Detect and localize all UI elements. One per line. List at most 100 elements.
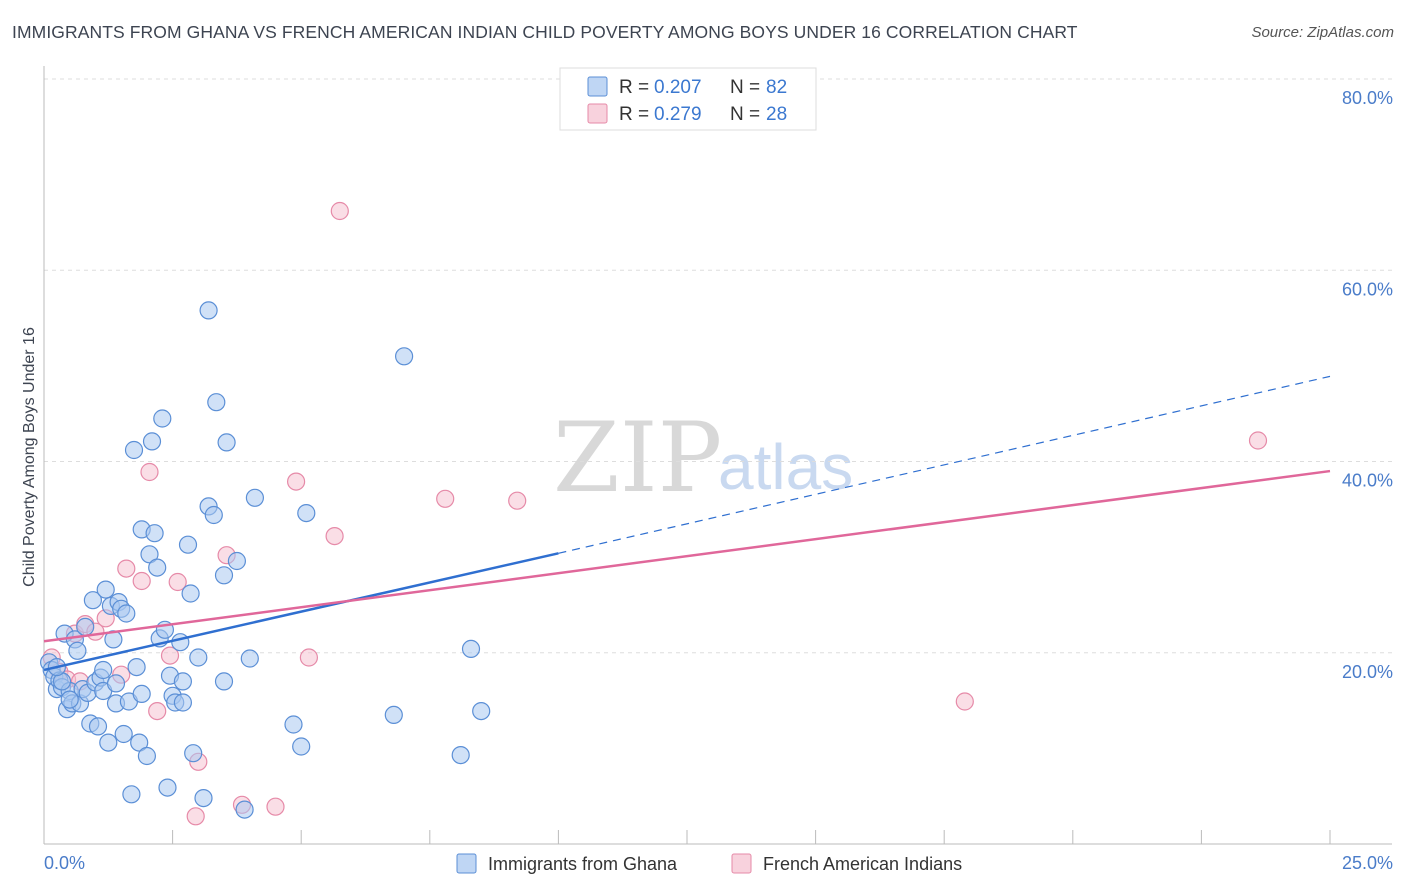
y-tick-label: 20.0% [1342,662,1393,682]
data-point [122,785,141,804]
data-point [145,524,164,543]
data-point [395,347,414,366]
axes [43,66,1392,845]
series-immigrants-from-ghana [39,301,491,819]
data-point [68,641,87,660]
y-tick-label: 80.0% [1342,88,1393,108]
tick-labels: 20.0% 40.0% 60.0% 80.0% 0.0% 25.0% [44,88,1393,873]
data-point [325,526,344,546]
trend-line-ghana [43,552,559,672]
bottom-legend-swatch-blue [456,853,477,874]
x-tick-label: 0.0% [44,853,85,873]
data-point [117,604,136,623]
data-point [181,584,200,603]
bottom-legend-french: French American Indians [763,854,962,874]
data-point [132,684,151,704]
legend-n-label: N = [730,104,760,125]
data-point [194,788,213,808]
data-point [178,535,198,554]
data-point [189,648,208,667]
data-point [160,646,180,665]
data-point [83,591,103,610]
data-point [124,440,144,460]
data-point [168,572,187,592]
data-point [266,797,285,816]
data-point [204,505,223,525]
data-point [214,672,234,691]
y-tick-label: 40.0% [1342,471,1393,491]
data-point [130,733,149,752]
legend-swatch-blue [587,76,608,97]
watermark: ZIP atlas [553,402,853,514]
data-point [207,393,226,412]
data-point [227,551,246,571]
data-point [148,558,167,577]
data-point [148,701,167,721]
data-point [240,649,259,668]
data-point [955,692,974,711]
data-point [245,488,264,507]
data-point [114,724,133,744]
legend-n-value: 82 [766,77,787,98]
data-point [461,639,481,659]
legend-r-label: R = [619,77,649,98]
legend-swatch-pink [587,103,608,124]
data-point [384,705,403,725]
data-point [186,807,205,826]
legend-n-value: 28 [766,104,787,125]
data-point [217,433,236,452]
data-point [60,690,79,709]
data-point [330,201,349,221]
data-point [173,672,192,691]
data-point [76,617,95,637]
bottom-legend-swatch-pink [731,853,752,874]
data-point [292,737,311,756]
data-point [508,491,527,510]
data-point [94,660,113,680]
data-point [171,633,190,652]
x-tick-label: 25.0% [1342,853,1393,873]
data-point [96,580,115,599]
chart-title: IMMIGRANTS FROM GHANA VS FRENCH AMERICAN… [12,22,1078,42]
data-point [142,432,162,451]
data-point [436,489,455,508]
trend-line-ghana-extension [558,375,1331,554]
data-point [99,733,118,752]
legend-r-value: 0.279 [654,104,702,125]
watermark-atlas: atlas [718,431,853,503]
data-point [235,800,254,819]
data-point [106,674,126,693]
legend-n-label: N = [730,77,760,98]
data-point [299,648,318,667]
data-point [158,778,177,797]
data-point [451,745,470,765]
data-point [132,571,151,591]
y-tick-label: 60.0% [1342,279,1393,299]
data-point [173,693,192,712]
legend-r-label: R = [619,104,649,125]
legend-r-value: 0.207 [654,77,702,98]
source-label: Source: ZipAtlas.com [1251,24,1394,41]
bottom-legend-ghana: Immigrants from Ghana [488,854,678,874]
data-point [297,503,316,523]
data-point [140,462,159,482]
y-axis-label: Child Poverty Among Boys Under 16 [21,327,38,587]
data-point [184,744,203,763]
data-point [1248,431,1268,450]
data-point [137,746,156,766]
data-point [287,472,306,491]
grid [44,78,1392,654]
data-point [153,409,172,428]
legend-box: R = 0.207 N = 82 R = 0.279 N = 28 [559,67,817,131]
data-point [88,717,108,736]
data-point [199,301,218,320]
data-point [117,559,136,578]
watermark-zip: ZIP [553,402,722,514]
data-point [472,701,491,721]
bottom-legend: Immigrants from Ghana French American In… [456,853,962,874]
data-point [214,566,234,585]
trend-lines [43,375,1331,672]
trend-line-french-american-indians [43,469,1331,643]
data-point [127,657,146,677]
